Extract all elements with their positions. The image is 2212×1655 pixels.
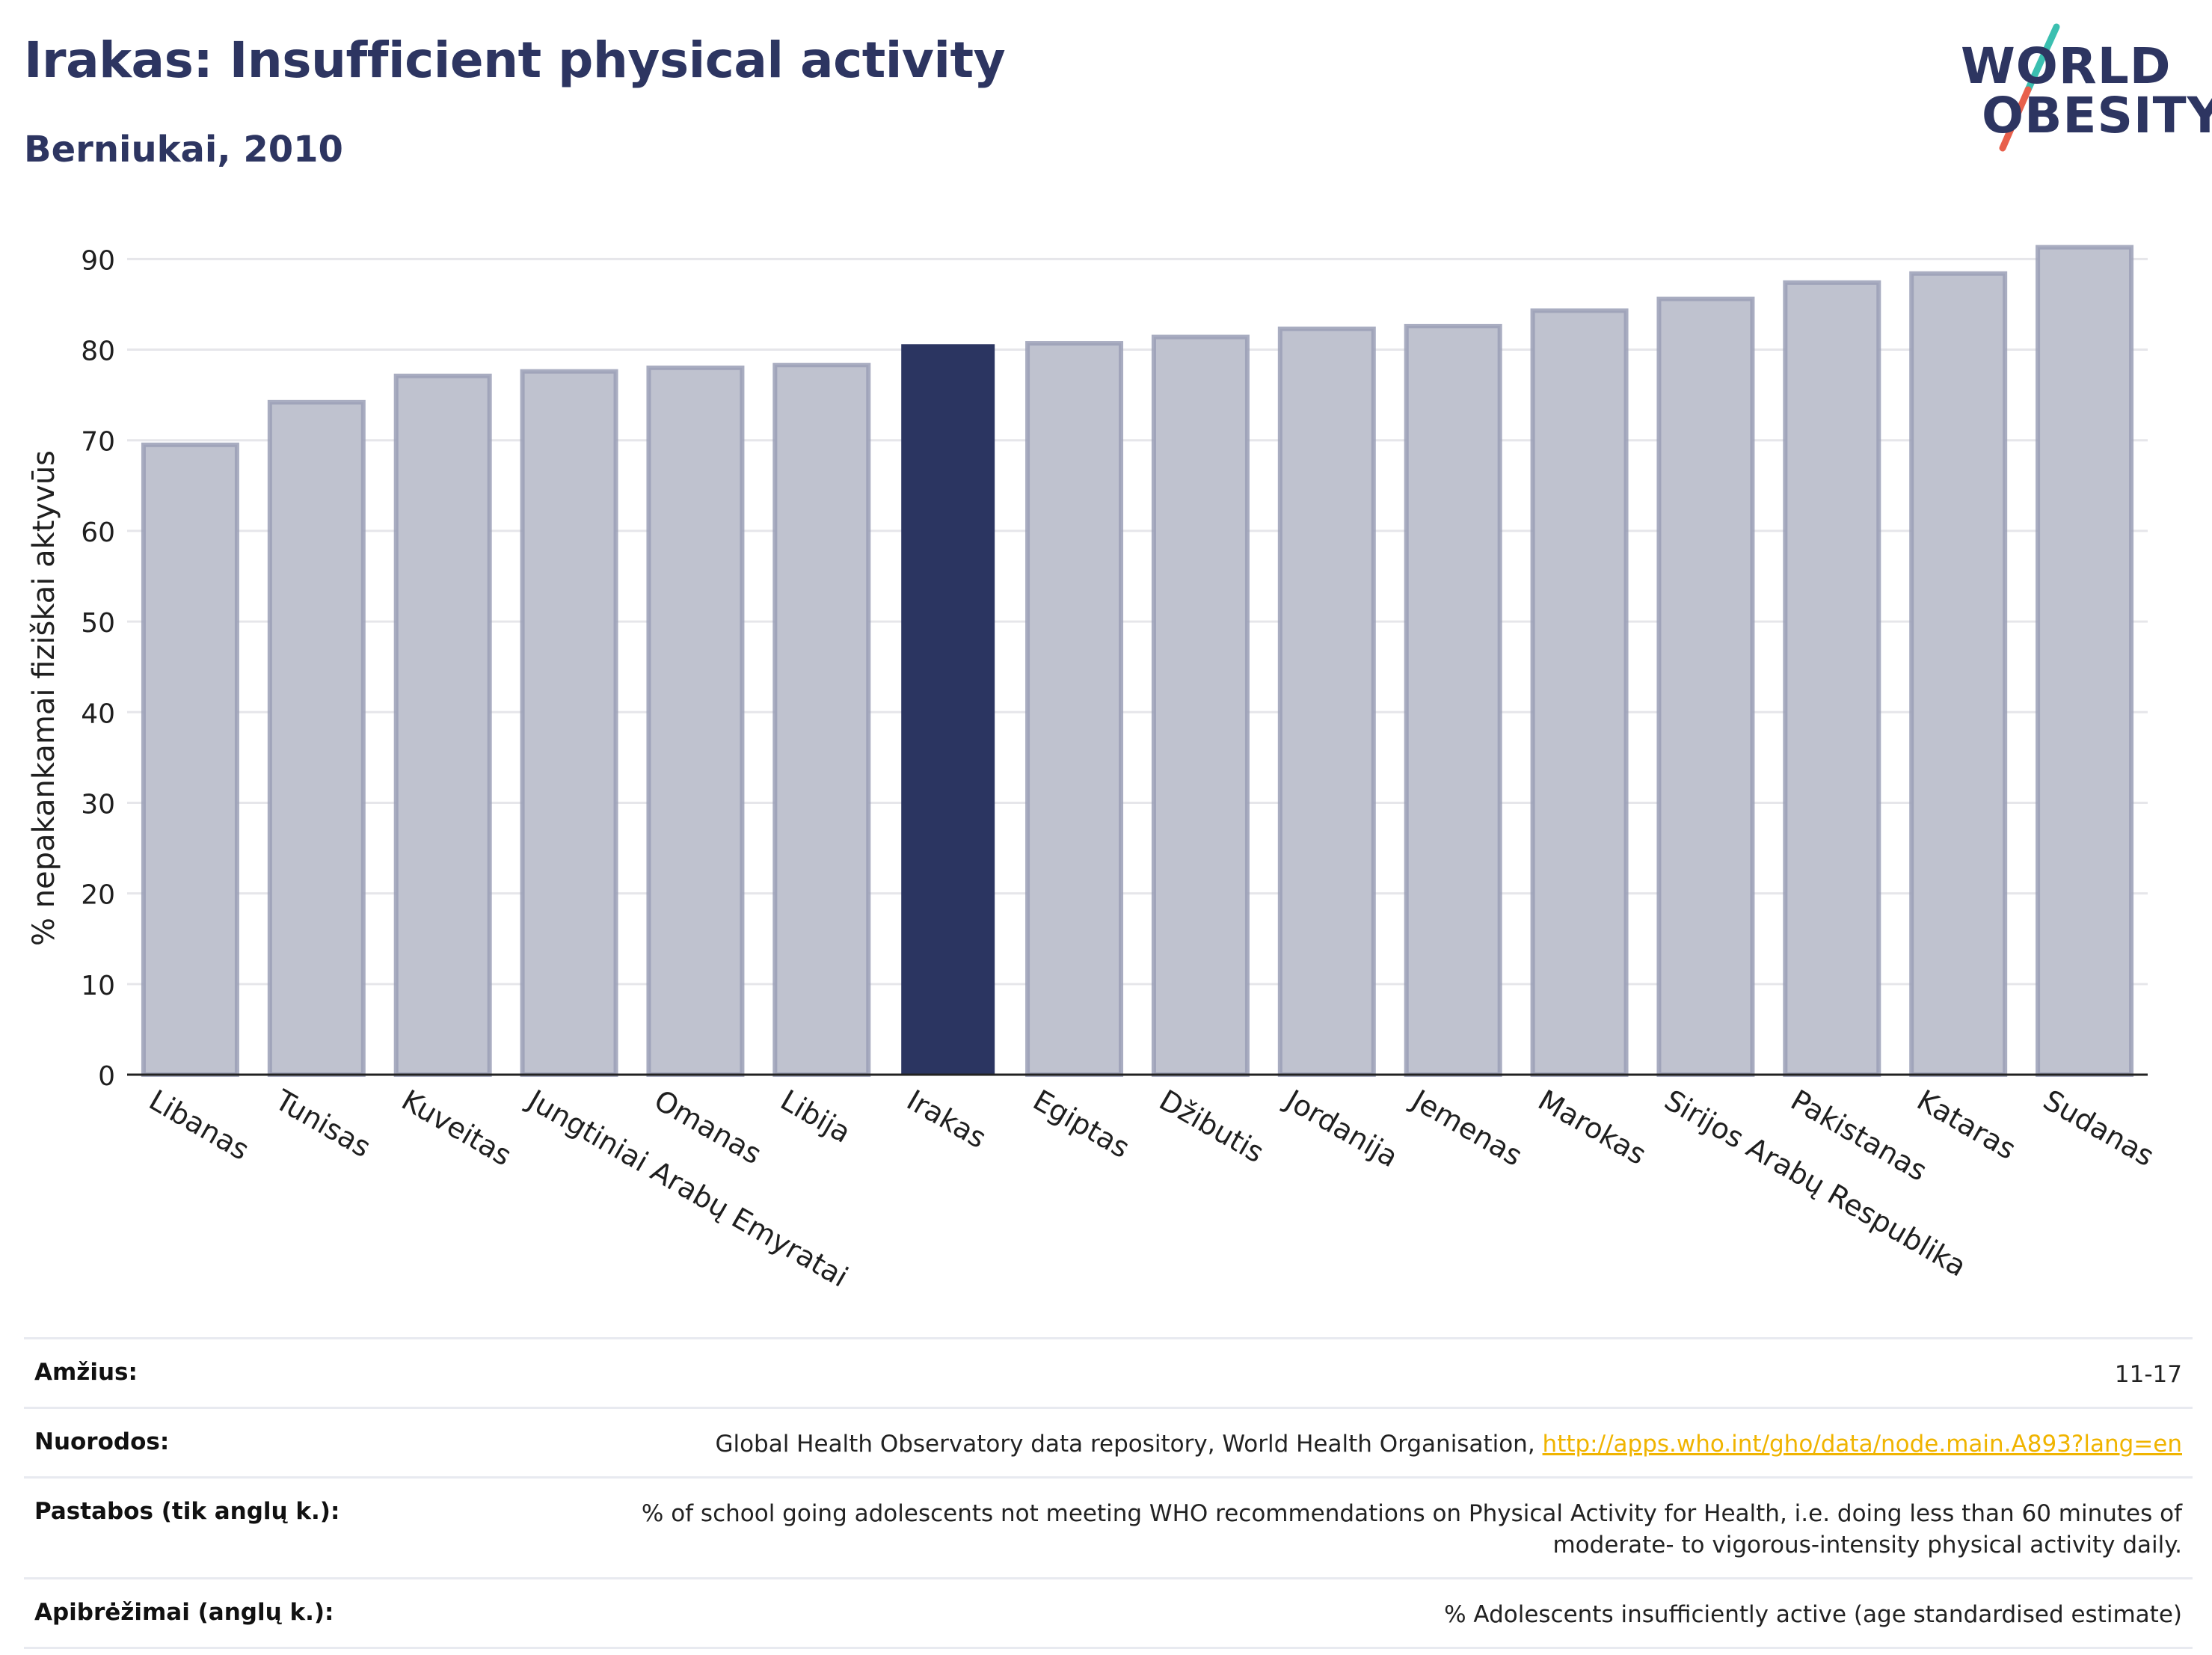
bar-kuveitas[interactable] <box>393 373 492 1077</box>
chart-subtitle: Berniukai, 2010 <box>24 129 343 171</box>
world-obesity-logo[interactable]: WORLD OBESITY <box>1944 21 2212 163</box>
meta-value: % of school going adolescents not meetin… <box>642 1498 2182 1561</box>
y-tick-label: 70 <box>81 427 115 458</box>
notes-line-1: % of school going adolescents not meetin… <box>641 1500 2182 1527</box>
bar-pakistanas[interactable] <box>1783 280 1881 1078</box>
bar-jordanija[interactable] <box>1277 326 1376 1077</box>
bar-irakas[interactable] <box>901 344 995 1075</box>
x-tick-label: Irakas <box>901 1084 992 1155</box>
meta-value: 11-17 <box>2114 1361 2182 1388</box>
bar-marokas[interactable] <box>1530 308 1629 1078</box>
metadata-table: Amžius: 11-17 Nuorodos: Global Health Ob… <box>24 1337 2193 1649</box>
meta-row-notes: Pastabos (tik anglų k.): % of school goi… <box>24 1476 2193 1577</box>
bar-kataras[interactable] <box>1909 271 2008 1077</box>
meta-row-sources: Nuorodos: Global Health Observatory data… <box>24 1407 2193 1476</box>
logo-slash-icon <box>1999 23 2060 152</box>
bar-sirijos-arabų-respublika[interactable] <box>1656 296 1755 1077</box>
meta-label: Pastabos (tik anglų k.): <box>34 1498 340 1525</box>
bar-chart: 0 10 20 30 40 50 60 70 80 90 Libanas Tunisas Kuveita… <box>27 245 2160 1294</box>
x-tick-label: Marokas <box>1533 1084 1652 1171</box>
meta-row-definitions: Apibrėžimai (anglų k.): % Adolescents in… <box>24 1577 2193 1649</box>
x-tick-label: Jemenas <box>1405 1083 1528 1173</box>
meta-row-age: Amžius: 11-17 <box>24 1337 2193 1407</box>
y-tick-label: 40 <box>81 698 115 729</box>
x-tick-label: Libija <box>775 1084 856 1149</box>
bar-egiptas[interactable] <box>1025 341 1124 1078</box>
y-tick-label: 50 <box>81 608 115 639</box>
x-tick-label: Egiptas <box>1027 1084 1135 1165</box>
logo-line-2: OBESITY <box>1982 87 2212 144</box>
x-tick-label: Kataras <box>1911 1084 2021 1166</box>
logo-line-1: WORLD <box>1961 37 2172 95</box>
meta-label: Apibrėžimai (anglų k.): <box>34 1599 334 1626</box>
bar-libanas[interactable] <box>141 442 239 1077</box>
notes-line-2: moderate- to vigorous-intensity physical… <box>1552 1532 2182 1559</box>
y-tick-label: 90 <box>81 245 115 276</box>
y-tick-label: 30 <box>81 789 115 820</box>
bar-jungtiniai-arabų-emyratai[interactable] <box>520 369 618 1077</box>
x-tick-label: Sudanas <box>2038 1084 2160 1173</box>
bar-jemenas[interactable] <box>1404 324 1502 1078</box>
bar-libija[interactable] <box>772 363 871 1077</box>
x-tick-label: Jordanija <box>1279 1083 1404 1174</box>
meta-label: Nuorodos: <box>34 1428 170 1455</box>
x-tick-label: Džibutis <box>1154 1084 1270 1170</box>
meta-value: Global Health Observatory data repositor… <box>715 1428 2182 1460</box>
y-tick-label: 10 <box>81 971 115 1001</box>
x-tick-label: Kuveitas <box>396 1084 517 1173</box>
source-text: Global Health Observatory data repositor… <box>715 1431 1543 1458</box>
y-tick-label: 20 <box>81 880 115 911</box>
y-tick-label: 80 <box>81 337 115 367</box>
bar-sudanas[interactable] <box>2036 245 2134 1077</box>
y-axis-label: % nepakankamai fiziškai aktyvūs <box>27 450 61 946</box>
bar-omanas[interactable] <box>646 365 745 1078</box>
meta-value: % Adolescents insufficiently active (age… <box>1444 1601 2182 1628</box>
chart-title: Irakas: Insufficient physical activity <box>24 31 1006 89</box>
bar-tunisas[interactable] <box>267 399 366 1077</box>
bars <box>141 245 2134 1078</box>
x-tick-label: Tunisas <box>269 1083 376 1164</box>
x-tick-label: Libanas <box>144 1084 255 1167</box>
bar-džibutis[interactable] <box>1151 334 1250 1078</box>
y-tick-label: 0 <box>98 1061 115 1092</box>
meta-label: Amžius: <box>34 1359 138 1386</box>
y-tick-label: 60 <box>81 518 115 548</box>
source-link[interactable]: http://apps.who.int/gho/data/node.main.A… <box>1542 1431 2182 1458</box>
